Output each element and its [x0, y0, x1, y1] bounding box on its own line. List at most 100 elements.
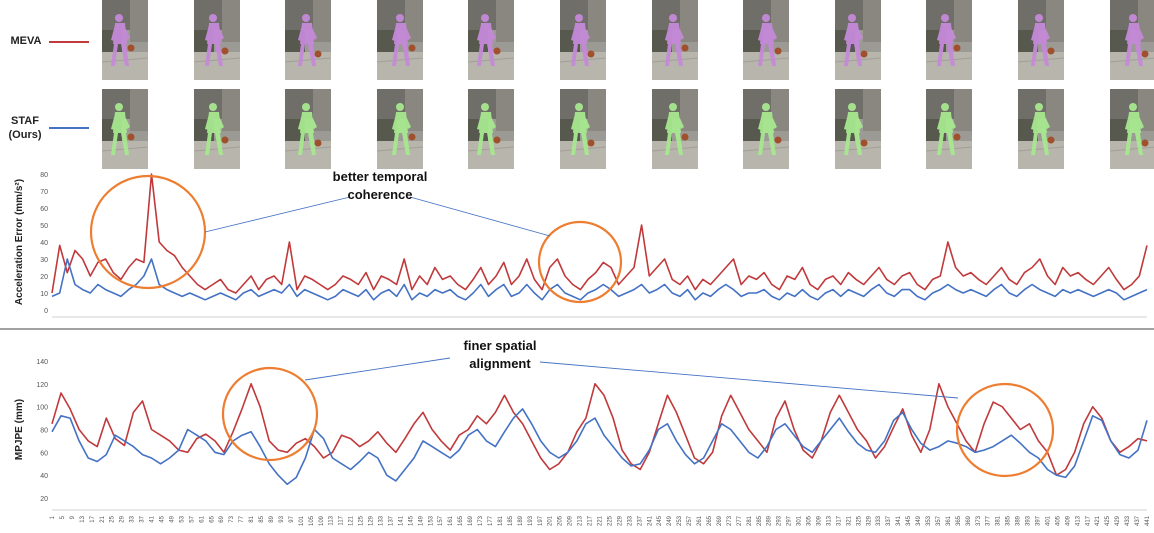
y-tick-label: 80 — [40, 172, 48, 179]
x-tick-label: 217 — [588, 515, 594, 526]
annotation-connector — [539, 361, 959, 399]
x-tick-label: 13 — [80, 515, 86, 522]
x-tick-label: 33 — [130, 515, 136, 522]
highlight-circle — [89, 174, 207, 290]
y-tick-label: 60 — [40, 206, 48, 213]
x-tick-label: 133 — [379, 515, 385, 526]
staf-frame — [376, 89, 423, 169]
x-tick-label: 29 — [120, 515, 126, 522]
x-tick-label: 277 — [737, 515, 743, 526]
x-tick-label: 373 — [976, 515, 982, 526]
x-tick-label: 121 — [349, 515, 355, 526]
x-tick-label: 169 — [468, 515, 474, 526]
x-tick-label: 41 — [150, 515, 156, 522]
x-tick-label: 381 — [996, 515, 1002, 526]
x-tick-label: 357 — [936, 515, 942, 526]
x-tick-label: 125 — [359, 515, 365, 526]
x-tick-label: 129 — [369, 515, 375, 526]
y-tick-label: 140 — [36, 359, 48, 366]
highlight-circle — [955, 382, 1055, 478]
x-tick-label: 161 — [448, 515, 454, 526]
annotation-temporal-line1: better temporal — [332, 169, 428, 184]
x-tick-label: 61 — [199, 515, 205, 522]
x-tick-label: 141 — [398, 515, 404, 526]
x-tick-label: 165 — [458, 515, 464, 526]
staf-legend-line — [49, 127, 89, 129]
meva-frame — [102, 0, 148, 80]
y-tick-label: 60 — [40, 450, 48, 457]
x-tick-label: 25 — [110, 515, 116, 522]
x-tick-label: 317 — [836, 515, 842, 526]
y-axis-label: Acceleration Error (mm/s²) — [14, 179, 25, 305]
meva-frame — [285, 0, 332, 80]
x-tick-label: 325 — [856, 515, 862, 526]
x-tick-label: 101 — [299, 515, 305, 526]
staf-frame — [1109, 89, 1154, 169]
x-tick-label: 89 — [269, 515, 275, 522]
meva-series-line-1 — [51, 382, 1148, 477]
annotation-connector — [409, 196, 551, 237]
x-tick-label: 301 — [797, 515, 803, 526]
x-tick-label: 193 — [528, 515, 534, 526]
x-tick-label: 433 — [1125, 515, 1131, 526]
meva-frame — [560, 0, 606, 80]
y-tick-label: 30 — [40, 257, 48, 264]
staf-legend-label: STAF (Ours) — [4, 114, 46, 142]
staf-legend-line2: (Ours) — [8, 129, 42, 141]
staf-legend-line1: STAF — [11, 115, 39, 127]
x-tick-label: 145 — [408, 515, 414, 526]
x-tick-label: 65 — [209, 515, 215, 522]
x-tick-label: 113 — [329, 515, 335, 525]
x-tick-label: 321 — [846, 515, 852, 526]
y-axis-label: MPJPE (mm) — [14, 399, 25, 460]
annotation-temporal: better temporal coherence — [300, 168, 460, 204]
x-tick-label: 229 — [617, 515, 623, 526]
x-tick-label: 173 — [478, 515, 484, 526]
x-tick-label: 237 — [637, 515, 643, 526]
x-tick-label: 49 — [170, 515, 176, 522]
x-tick-label: 241 — [647, 515, 653, 526]
x-tick-label: 341 — [896, 515, 902, 526]
x-tick-label: 117 — [339, 515, 345, 525]
x-tick-label: 309 — [817, 515, 823, 526]
x-tick-label: 153 — [428, 515, 434, 526]
x-tick-label: 209 — [568, 515, 574, 526]
x-tick-label: 69 — [219, 515, 225, 522]
meva-legend-label: MEVA — [10, 35, 42, 47]
meva-frame — [834, 0, 881, 80]
x-tick-label: 197 — [538, 515, 544, 526]
x-tick-label: 313 — [827, 515, 833, 526]
x-tick-label: 413 — [1075, 515, 1081, 526]
x-tick-label: 437 — [1135, 515, 1141, 526]
x-tick-label: 149 — [418, 515, 424, 526]
x-tick-label: 85 — [259, 515, 265, 522]
x-tick-label: 425 — [1105, 515, 1111, 526]
x-tick-label: 393 — [1026, 515, 1032, 526]
y-tick-label: 100 — [36, 405, 48, 412]
x-tick-label: 397 — [1036, 515, 1042, 526]
y-tick-label: 20 — [40, 274, 48, 281]
y-tick-label: 10 — [40, 291, 48, 298]
x-tick-label: 181 — [498, 515, 504, 526]
meva-legend-line — [49, 41, 89, 43]
staf-frame — [468, 89, 515, 169]
x-tick-label: 45 — [160, 515, 166, 522]
staf-series-line-1 — [51, 408, 1148, 486]
x-tick-label: 81 — [249, 515, 255, 522]
x-tick-label: 109 — [319, 515, 325, 526]
x-tick-label: 349 — [916, 515, 922, 526]
staf-frame — [651, 89, 698, 169]
x-tick-label: 225 — [608, 515, 614, 526]
x-tick-label: 213 — [578, 515, 584, 526]
y-tick-label: 70 — [40, 189, 48, 196]
x-tick-label: 361 — [946, 515, 952, 526]
x-tick-label: 389 — [1016, 515, 1022, 526]
x-tick-label: 385 — [1006, 515, 1012, 526]
x-tick-label: 405 — [1055, 515, 1061, 526]
x-tick-label: 137 — [389, 515, 395, 526]
y-tick-label: 50 — [40, 223, 48, 230]
x-tick-label: 421 — [1095, 515, 1101, 526]
y-tick-label: 80 — [40, 428, 48, 435]
staf-frame — [1018, 89, 1064, 169]
